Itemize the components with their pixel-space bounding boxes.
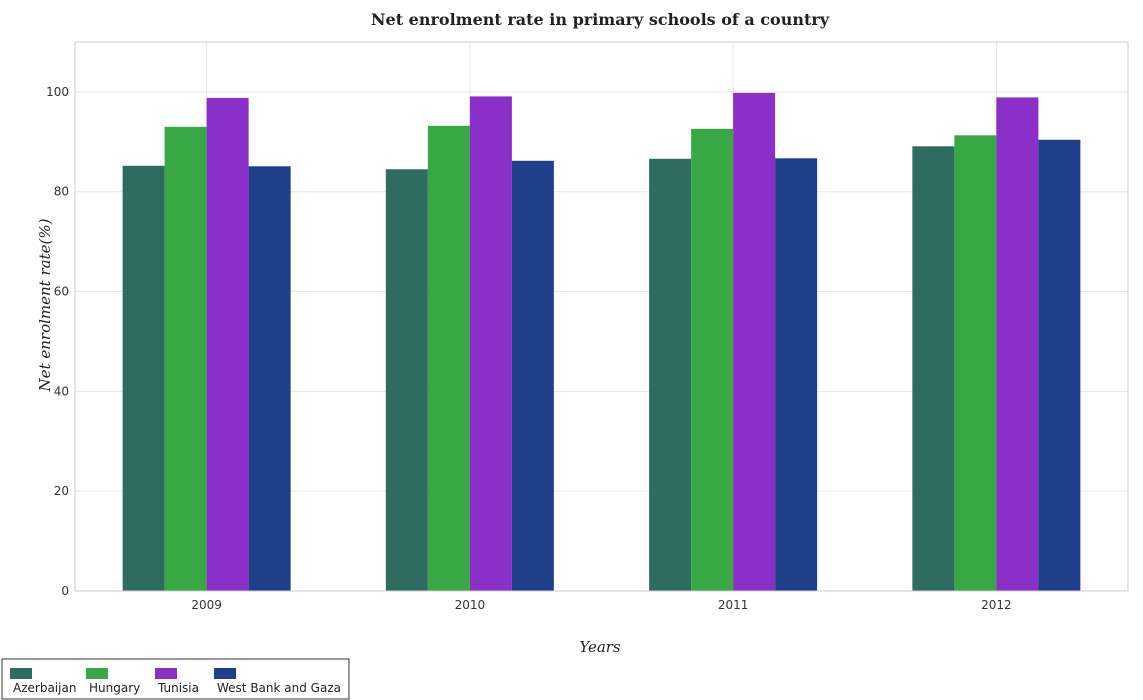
legend-label: Tunisia <box>157 681 199 695</box>
x-tick-label: 2010 <box>455 598 486 612</box>
bar-tunisia-2010 <box>469 96 512 591</box>
y-axis-title: Net enrolment rate(%) <box>36 218 54 392</box>
bars <box>122 92 1081 592</box>
bar-hungary-2010 <box>427 125 470 591</box>
legend-swatch-hungary <box>86 668 108 679</box>
bar-hungary-2009 <box>164 126 207 591</box>
bar-azerbaijan-2009 <box>122 165 165 592</box>
x-tick-label: 2011 <box>718 598 749 612</box>
y-tick-label: 60 <box>54 285 69 299</box>
x-tick-label: 2009 <box>191 598 222 612</box>
legend-label: Azerbaijan <box>13 681 76 695</box>
bar-tunisia-2009 <box>206 97 249 591</box>
legend-swatch-west-bank-and-gaza <box>214 668 236 679</box>
axes: 0 20 40 60 80 100 2009 2010 2011 2012 <box>46 41 1129 612</box>
y-tick-label: 100 <box>46 85 69 99</box>
plot-frame <box>74 41 1129 592</box>
chart-title: Net enrolment rate in primary schools of… <box>371 10 830 29</box>
y-tick-label: 40 <box>54 384 69 398</box>
bar-west-bank-and-gaza-2010 <box>511 160 554 591</box>
bar-azerbaijan-2011 <box>649 158 692 591</box>
bar-west-bank-and-gaza-2011 <box>775 158 818 591</box>
legend: Azerbaijan Hungary Tunisia West Bank and Ga… <box>1 658 350 700</box>
x-tick-label: 2012 <box>981 598 1012 612</box>
y-tick-label: 80 <box>54 185 69 199</box>
bar-hungary-2011 <box>691 128 734 592</box>
legend-label: Hungary <box>89 681 140 695</box>
bar-west-bank-and-gaza-2012 <box>1038 139 1081 591</box>
bar-tunisia-2012 <box>996 97 1039 591</box>
bar-hungary-2012 <box>954 135 997 591</box>
y-tick-label: 20 <box>54 484 69 498</box>
bar-west-bank-and-gaza-2009 <box>248 166 291 592</box>
legend-swatch-tunisia <box>155 668 177 679</box>
bar-azerbaijan-2010 <box>385 169 428 591</box>
legend-label: West Bank and Gaza <box>217 681 341 695</box>
bar-azerbaijan-2012 <box>912 146 955 591</box>
y-tick-label: 0 <box>61 584 69 598</box>
bar-tunisia-2011 <box>733 92 776 591</box>
legend-swatch-azerbaijan <box>10 668 32 679</box>
x-axis-title: Years <box>579 638 621 656</box>
